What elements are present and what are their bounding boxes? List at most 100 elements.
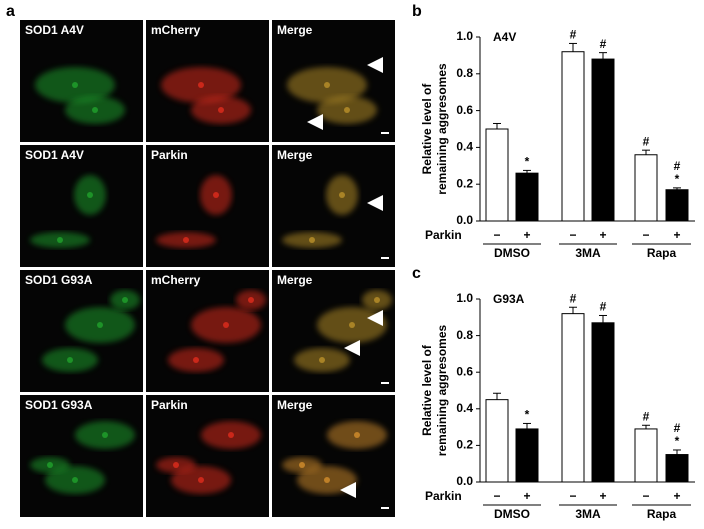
group-sign: +: [523, 489, 530, 503]
micrograph: SOD1 G93A: [20, 270, 143, 392]
row-label: Parkin: [425, 489, 462, 503]
aggresome: [87, 192, 93, 198]
significance-mark: *: [675, 172, 680, 186]
group-sign: −: [569, 489, 576, 503]
aggresome: [122, 297, 128, 303]
y-tick-label: 0.0: [456, 213, 473, 227]
y-tick-label: 1.0: [456, 29, 473, 43]
image-label: SOD1 A4V: [25, 148, 84, 162]
significance-mark: #: [674, 159, 681, 173]
y-tick-label: 0.0: [456, 474, 473, 488]
significance-mark: #: [600, 300, 607, 314]
panel-label: a: [6, 3, 15, 20]
aggresome: [183, 237, 189, 243]
significance-mark: *: [525, 155, 530, 169]
arrowhead: [367, 310, 383, 326]
aggresome: [339, 192, 345, 198]
y-tick-label: 0.2: [456, 438, 473, 452]
micrograph: Parkin: [146, 145, 269, 267]
group-sign: +: [523, 228, 530, 242]
aggresome: [67, 357, 73, 363]
y-tick-label: 1.0: [456, 291, 473, 305]
y-axis-label: remaining aggresomes: [435, 324, 449, 456]
y-tick-label: 0.8: [456, 66, 473, 80]
x-tick-label: Rapa: [647, 507, 677, 521]
chart-title: G93A: [493, 292, 525, 306]
y-tick-label: 0.4: [456, 401, 473, 415]
image-background: [272, 395, 395, 517]
y-tick-label: 0.6: [456, 103, 473, 117]
group-sign: −: [493, 489, 500, 503]
significance-mark: #: [643, 409, 650, 423]
aggresome: [198, 477, 204, 483]
image-label: Parkin: [151, 148, 188, 162]
bar: [561, 313, 585, 483]
y-tick-label: 0.6: [456, 364, 473, 378]
image-background: [20, 395, 143, 517]
aggresome: [213, 192, 219, 198]
aggresome: [97, 322, 103, 328]
aggresome: [72, 477, 78, 483]
image-label: Merge: [277, 273, 313, 287]
significance-mark: *: [525, 408, 530, 422]
aggresome: [309, 237, 315, 243]
group-sign: +: [599, 228, 606, 242]
bar: [665, 454, 689, 483]
significance-mark: #: [643, 134, 650, 148]
significance-mark: *: [675, 434, 680, 448]
image-label: Merge: [277, 23, 313, 37]
aggresome: [319, 357, 325, 363]
image-background: [146, 395, 269, 517]
bar: [515, 428, 539, 483]
aggresome: [299, 462, 305, 468]
y-axis-label: Relative level of: [420, 83, 434, 175]
image-label: mCherry: [151, 273, 201, 287]
aggresome: [72, 82, 78, 88]
micrograph: Merge: [272, 20, 395, 142]
arrowhead: [340, 482, 356, 498]
bar: [634, 154, 658, 222]
arrowhead: [344, 340, 360, 356]
image-label: SOD1 G93A: [25, 273, 93, 287]
significance-mark: #: [674, 421, 681, 435]
aggresome: [324, 477, 330, 483]
image-label: Merge: [277, 148, 313, 162]
bar: [591, 322, 615, 483]
image-label: SOD1 A4V: [25, 23, 84, 37]
aggresome: [47, 462, 53, 468]
bar: [634, 428, 658, 483]
group-sign: −: [642, 228, 649, 242]
aggresome: [223, 322, 229, 328]
image-label: SOD1 G93A: [25, 398, 93, 412]
micrograph: SOD1 A4V: [20, 145, 143, 267]
x-tick-label: DMSO: [494, 507, 530, 521]
arrowhead: [367, 195, 383, 211]
aggresome: [57, 237, 63, 243]
panel-label: b: [412, 3, 422, 20]
micrograph: SOD1 A4V: [20, 20, 143, 142]
arrowhead: [307, 114, 323, 130]
aggresome: [349, 322, 355, 328]
aggresome: [218, 107, 224, 113]
aggresome: [193, 357, 199, 363]
aggresome: [354, 432, 360, 438]
image-label: Merge: [277, 398, 313, 412]
y-tick-label: 0.2: [456, 176, 473, 190]
y-tick-label: 0.4: [456, 140, 473, 154]
micrograph: Merge: [272, 270, 395, 392]
bar: [665, 189, 689, 222]
y-tick-label: 0.8: [456, 328, 473, 342]
x-tick-label: DMSO: [494, 246, 530, 260]
chart-title: A4V: [493, 30, 516, 44]
y-axis-label: remaining aggresomes: [435, 63, 449, 195]
micrograph: Merge: [272, 395, 395, 517]
x-tick-label: 3MA: [575, 507, 601, 521]
group-sign: +: [599, 489, 606, 503]
significance-mark: #: [570, 28, 577, 42]
aggresome: [198, 82, 204, 88]
bar: [515, 172, 539, 222]
aggresome: [374, 297, 380, 303]
arrowhead: [367, 57, 383, 73]
bar: [485, 128, 509, 222]
